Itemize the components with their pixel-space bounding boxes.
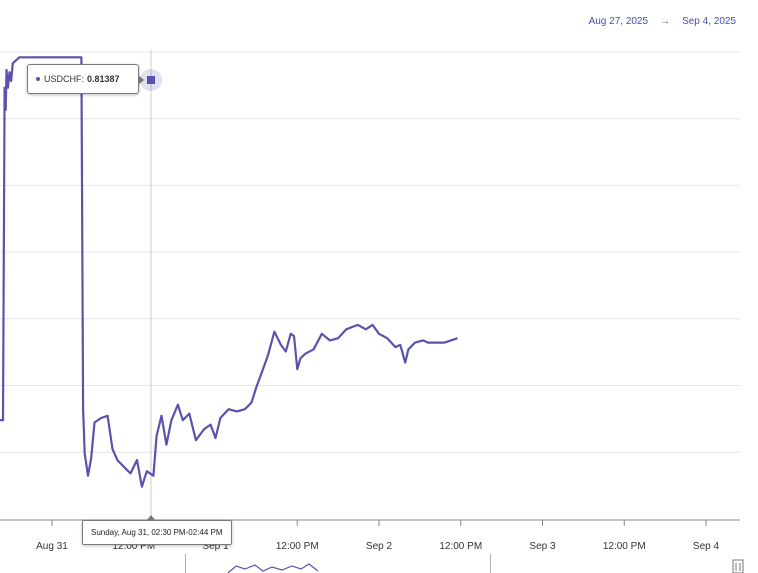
crosshair-x-label: Sunday, Aug 31, 02:30 PM-02:44 PM — [82, 515, 232, 545]
range-arrow-icon: → — [660, 16, 671, 27]
x-tick-label: 12:00 PM — [603, 541, 646, 552]
tooltip-value: 0.81387 — [87, 74, 120, 84]
tooltip-series-name: USDCHF: — [44, 74, 84, 84]
grid-lines — [0, 51, 740, 453]
x-tick-label: Aug 31 — [36, 541, 68, 552]
series-dot-icon — [36, 77, 40, 81]
range-end-date[interactable]: Sep 4, 2025 — [682, 16, 736, 27]
x-tick-label: Sep 1 — [202, 541, 229, 552]
range-start-date[interactable]: Aug 27, 2025 — [588, 16, 649, 27]
x-tick-label: 12:00 PM — [112, 541, 155, 552]
series-tooltip: USDCHF: 0.81387 — [27, 64, 144, 94]
crosshair-x-label-text: Sunday, Aug 31, 02:30 PM-02:44 PM — [91, 528, 223, 537]
x-tick-label: Sep 3 — [529, 541, 556, 552]
hover-marker — [140, 69, 162, 91]
x-tick-label: 12:00 PM — [276, 541, 319, 552]
x-tick-label: 12:00 PM — [439, 541, 482, 552]
x-tick-label: Sep 4 — [693, 541, 720, 552]
date-range[interactable]: Aug 27, 2025 → Sep 4, 2025 — [589, 16, 736, 27]
x-tick-label: Sep 2 — [366, 541, 393, 552]
navigator-preview[interactable] — [185, 554, 744, 573]
series-line-usdchf — [0, 56, 458, 488]
